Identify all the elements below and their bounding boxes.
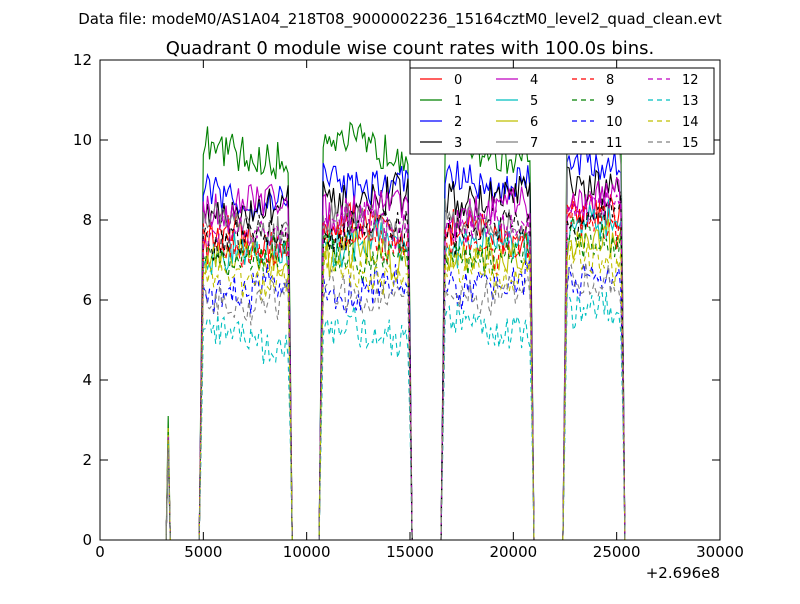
plot-area bbox=[100, 100, 720, 540]
x-tick-label: 5000 bbox=[184, 543, 222, 561]
legend-label-13: 13 bbox=[682, 94, 699, 109]
series-line-14 bbox=[100, 229, 720, 540]
y-tick-label: 8 bbox=[82, 211, 92, 229]
series-line-7 bbox=[100, 116, 720, 540]
x-tick-label: 10000 bbox=[283, 543, 331, 561]
x-tick-label: 20000 bbox=[489, 543, 537, 561]
series-line-8 bbox=[100, 200, 720, 540]
x-tick-label: 30000 bbox=[696, 543, 744, 561]
legend-label-5: 5 bbox=[530, 94, 538, 109]
x-tick-label: 25000 bbox=[593, 543, 641, 561]
series-line-3 bbox=[100, 166, 720, 540]
series-line-15 bbox=[100, 262, 720, 540]
legend-label-12: 12 bbox=[682, 73, 699, 88]
y-tick-label: 0 bbox=[82, 531, 92, 549]
y-tick-label: 10 bbox=[73, 131, 92, 149]
legend-box bbox=[409, 67, 715, 155]
series-line-6 bbox=[100, 218, 720, 540]
series-line-11 bbox=[100, 194, 720, 540]
series-line-4 bbox=[100, 176, 720, 540]
x-tick-label: 15000 bbox=[386, 543, 434, 561]
x-tick-label: 0 bbox=[95, 543, 105, 561]
legend-label-6: 6 bbox=[530, 115, 538, 130]
legend-label-8: 8 bbox=[606, 73, 614, 88]
x-offset-label: +2.696e8 bbox=[646, 564, 720, 582]
y-tick-label: 12 bbox=[73, 51, 92, 69]
series-line-9 bbox=[100, 216, 720, 540]
legend-label-14: 14 bbox=[682, 115, 699, 130]
legend-label-7: 7 bbox=[530, 136, 538, 151]
y-tick-label: 6 bbox=[82, 291, 92, 309]
legend-label-9: 9 bbox=[606, 94, 614, 109]
series-line-13 bbox=[100, 292, 720, 540]
legend-label-4: 4 bbox=[530, 73, 538, 88]
y-tick-label: 2 bbox=[82, 451, 92, 469]
chart-title: Quadrant 0 module wise count rates with … bbox=[166, 38, 655, 59]
legend-label-10: 10 bbox=[606, 115, 623, 130]
series-line-5 bbox=[100, 199, 720, 540]
chart-suptitle: Data file: modeM0/AS1A04_218T08_90000022… bbox=[78, 10, 722, 29]
legend-label-11: 11 bbox=[606, 136, 623, 151]
legend-label-0: 0 bbox=[454, 73, 462, 88]
axes: 0 5000 10000 15000 20000 25000 30000024681012+… bbox=[73, 51, 744, 582]
legend-label-3: 3 bbox=[454, 136, 462, 151]
legend-label-15: 15 bbox=[682, 136, 699, 151]
legend-label-1: 1 bbox=[454, 94, 462, 109]
legend-label-2: 2 bbox=[454, 115, 462, 130]
y-tick-label: 4 bbox=[82, 371, 92, 389]
